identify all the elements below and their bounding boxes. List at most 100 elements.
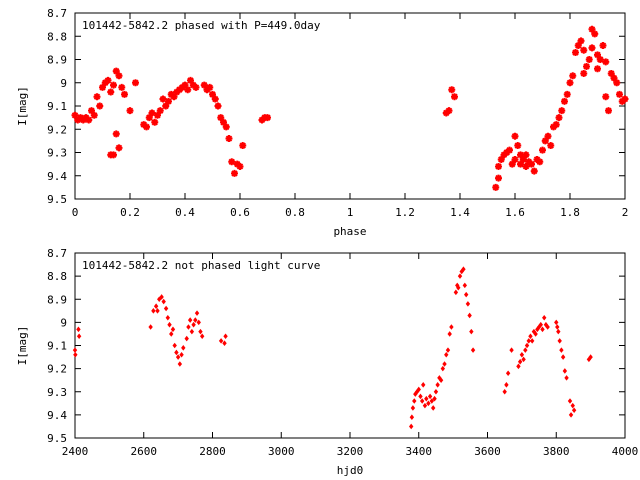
y-tick-label: 9.3 [47, 147, 67, 160]
data-point [524, 342, 530, 349]
data-point [151, 118, 159, 126]
x-tick-label: 3800 [543, 445, 570, 458]
data-point [239, 142, 247, 150]
data-point [519, 351, 525, 358]
x-tick-label: 3200 [337, 445, 364, 458]
data-point [155, 308, 160, 314]
data-point [418, 393, 423, 400]
data-point [121, 90, 128, 98]
data-point [184, 335, 189, 342]
data-point [148, 109, 156, 117]
data-point [519, 155, 527, 163]
data-point [211, 95, 219, 103]
data-point [453, 289, 459, 296]
data-point [588, 354, 593, 360]
data-point [529, 338, 535, 344]
data-point [572, 49, 579, 57]
data-point [451, 93, 458, 101]
data-point [90, 111, 98, 119]
x-tick-label: 2800 [199, 445, 226, 458]
data-point [516, 363, 521, 370]
data-point [568, 412, 574, 418]
data-point [175, 354, 181, 360]
y-tick-label: 9.1 [47, 340, 67, 353]
data-point [214, 102, 222, 110]
data-point [430, 405, 436, 411]
data-point [110, 151, 117, 159]
data-point [588, 44, 596, 52]
data-point [465, 301, 471, 307]
x-axis-label: hjd0 [337, 464, 364, 477]
data-point [264, 114, 271, 122]
data-point [588, 25, 596, 33]
data-point [526, 338, 531, 344]
data-point [469, 328, 474, 335]
data-point [563, 90, 571, 98]
data-point [228, 158, 236, 166]
unphased-light-curve-panel: 8.7 8.8 8.9 9 9.1 9.2 9.3 9.4 9.5 2400 2600 2800 30… [16, 247, 638, 477]
data-point [71, 111, 79, 119]
x-tick-label: 3400 [406, 445, 433, 458]
data-point [223, 333, 228, 340]
data-point [508, 160, 516, 168]
data-point [192, 83, 200, 91]
data-point [153, 303, 159, 309]
data-point [557, 338, 562, 344]
x-tick-label: 0.4 [175, 206, 195, 219]
data-point [186, 324, 191, 330]
data-points [71, 25, 629, 191]
data-point [163, 305, 169, 312]
data-point [165, 314, 171, 321]
data-point [151, 308, 156, 314]
data-point [618, 97, 626, 105]
data-point [206, 83, 214, 91]
data-point [199, 333, 205, 340]
data-point [422, 402, 428, 409]
y-tick-label: 8.8 [47, 30, 67, 43]
data-point [154, 111, 161, 119]
data-point [76, 333, 82, 340]
data-point [547, 142, 555, 150]
data-point [517, 151, 524, 159]
data-point [542, 314, 547, 321]
data-point [528, 160, 535, 168]
data-point [419, 398, 425, 404]
y-tick-label: 9.4 [47, 170, 67, 183]
data-point [610, 74, 618, 82]
data-point [88, 107, 95, 115]
data-point [82, 114, 90, 122]
data-point [550, 123, 557, 131]
data-point [521, 356, 526, 363]
plot-frame [74, 12, 626, 200]
data-point [566, 79, 574, 87]
data-point [233, 160, 241, 168]
data-point [198, 328, 203, 335]
data-point [449, 324, 454, 330]
data-point [409, 414, 415, 420]
data-point [497, 155, 505, 163]
data-point [502, 388, 507, 395]
data-point [594, 65, 601, 73]
data-point [438, 377, 444, 383]
data-point [444, 351, 449, 358]
data-point [107, 88, 115, 96]
data-point [416, 386, 421, 393]
data-point [143, 123, 150, 131]
data-point [456, 284, 461, 291]
data-point [555, 114, 563, 122]
data-point [193, 317, 198, 323]
x-tick-label: 4000 [612, 445, 639, 458]
data-point [558, 107, 566, 115]
data-point [514, 142, 522, 150]
data-point [72, 347, 78, 353]
data-point [170, 326, 176, 333]
data-point [571, 407, 577, 414]
chart-title: 101442-5842.2 not phased light curve [82, 259, 320, 272]
x-tick-label: 1 [347, 206, 354, 219]
data-point [511, 132, 519, 140]
x-axis: 0 0.2 0.4 0.6 0.8 1 1.2 1.4 1.6 1.8 2 [72, 13, 628, 219]
data-point [495, 162, 502, 170]
data-point [462, 282, 468, 289]
data-point [187, 76, 194, 84]
data-point [506, 146, 513, 154]
